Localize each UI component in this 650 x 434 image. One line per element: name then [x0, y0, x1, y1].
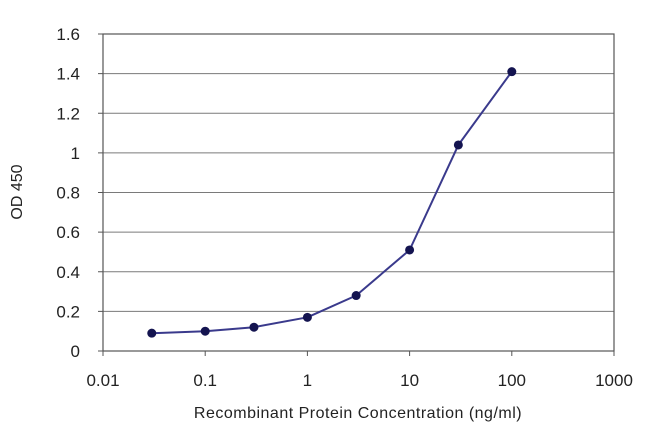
y-tick-label: 0.6 [56, 223, 80, 242]
series-group [147, 67, 517, 338]
y-tick-label: 1.2 [56, 104, 80, 123]
y-tick-label: 0 [71, 342, 80, 361]
y-tick-label: 1 [71, 144, 80, 163]
data-point [351, 291, 361, 301]
data-point [405, 245, 415, 255]
y-axis-label: OD 450 [9, 164, 26, 219]
y-tick-label: 1.6 [56, 25, 80, 44]
x-tick-label: 1 [303, 371, 312, 390]
data-point [147, 328, 157, 338]
x-tick-label: 1000 [595, 371, 633, 390]
y-tick-label: 0.4 [56, 263, 80, 282]
x-tick-label: 10 [400, 371, 419, 390]
y-tick-label: 0.8 [56, 184, 80, 203]
data-point [249, 322, 259, 332]
x-tick-label: 0.01 [86, 371, 119, 390]
y-tick-label: 0.2 [56, 302, 80, 321]
data-point [507, 67, 517, 77]
data-point [302, 312, 312, 322]
y-tick-label: 1.4 [56, 65, 80, 84]
gridlines [103, 73, 614, 312]
x-tick-label: 100 [498, 371, 526, 390]
x-tick-label: 0.1 [193, 371, 217, 390]
data-point [200, 326, 210, 336]
x-axis-ticks: 0.01 0.1 1 10 100 1000 [86, 351, 633, 390]
data-point [453, 140, 463, 150]
y-axis-ticks: 0 0.2 0.4 0.6 0.8 1 1.2 1.4 1.6 [56, 25, 103, 361]
x-axis-label: Recombinant Protein Concentration (ng/ml… [194, 405, 522, 422]
series-line [151, 71, 513, 335]
